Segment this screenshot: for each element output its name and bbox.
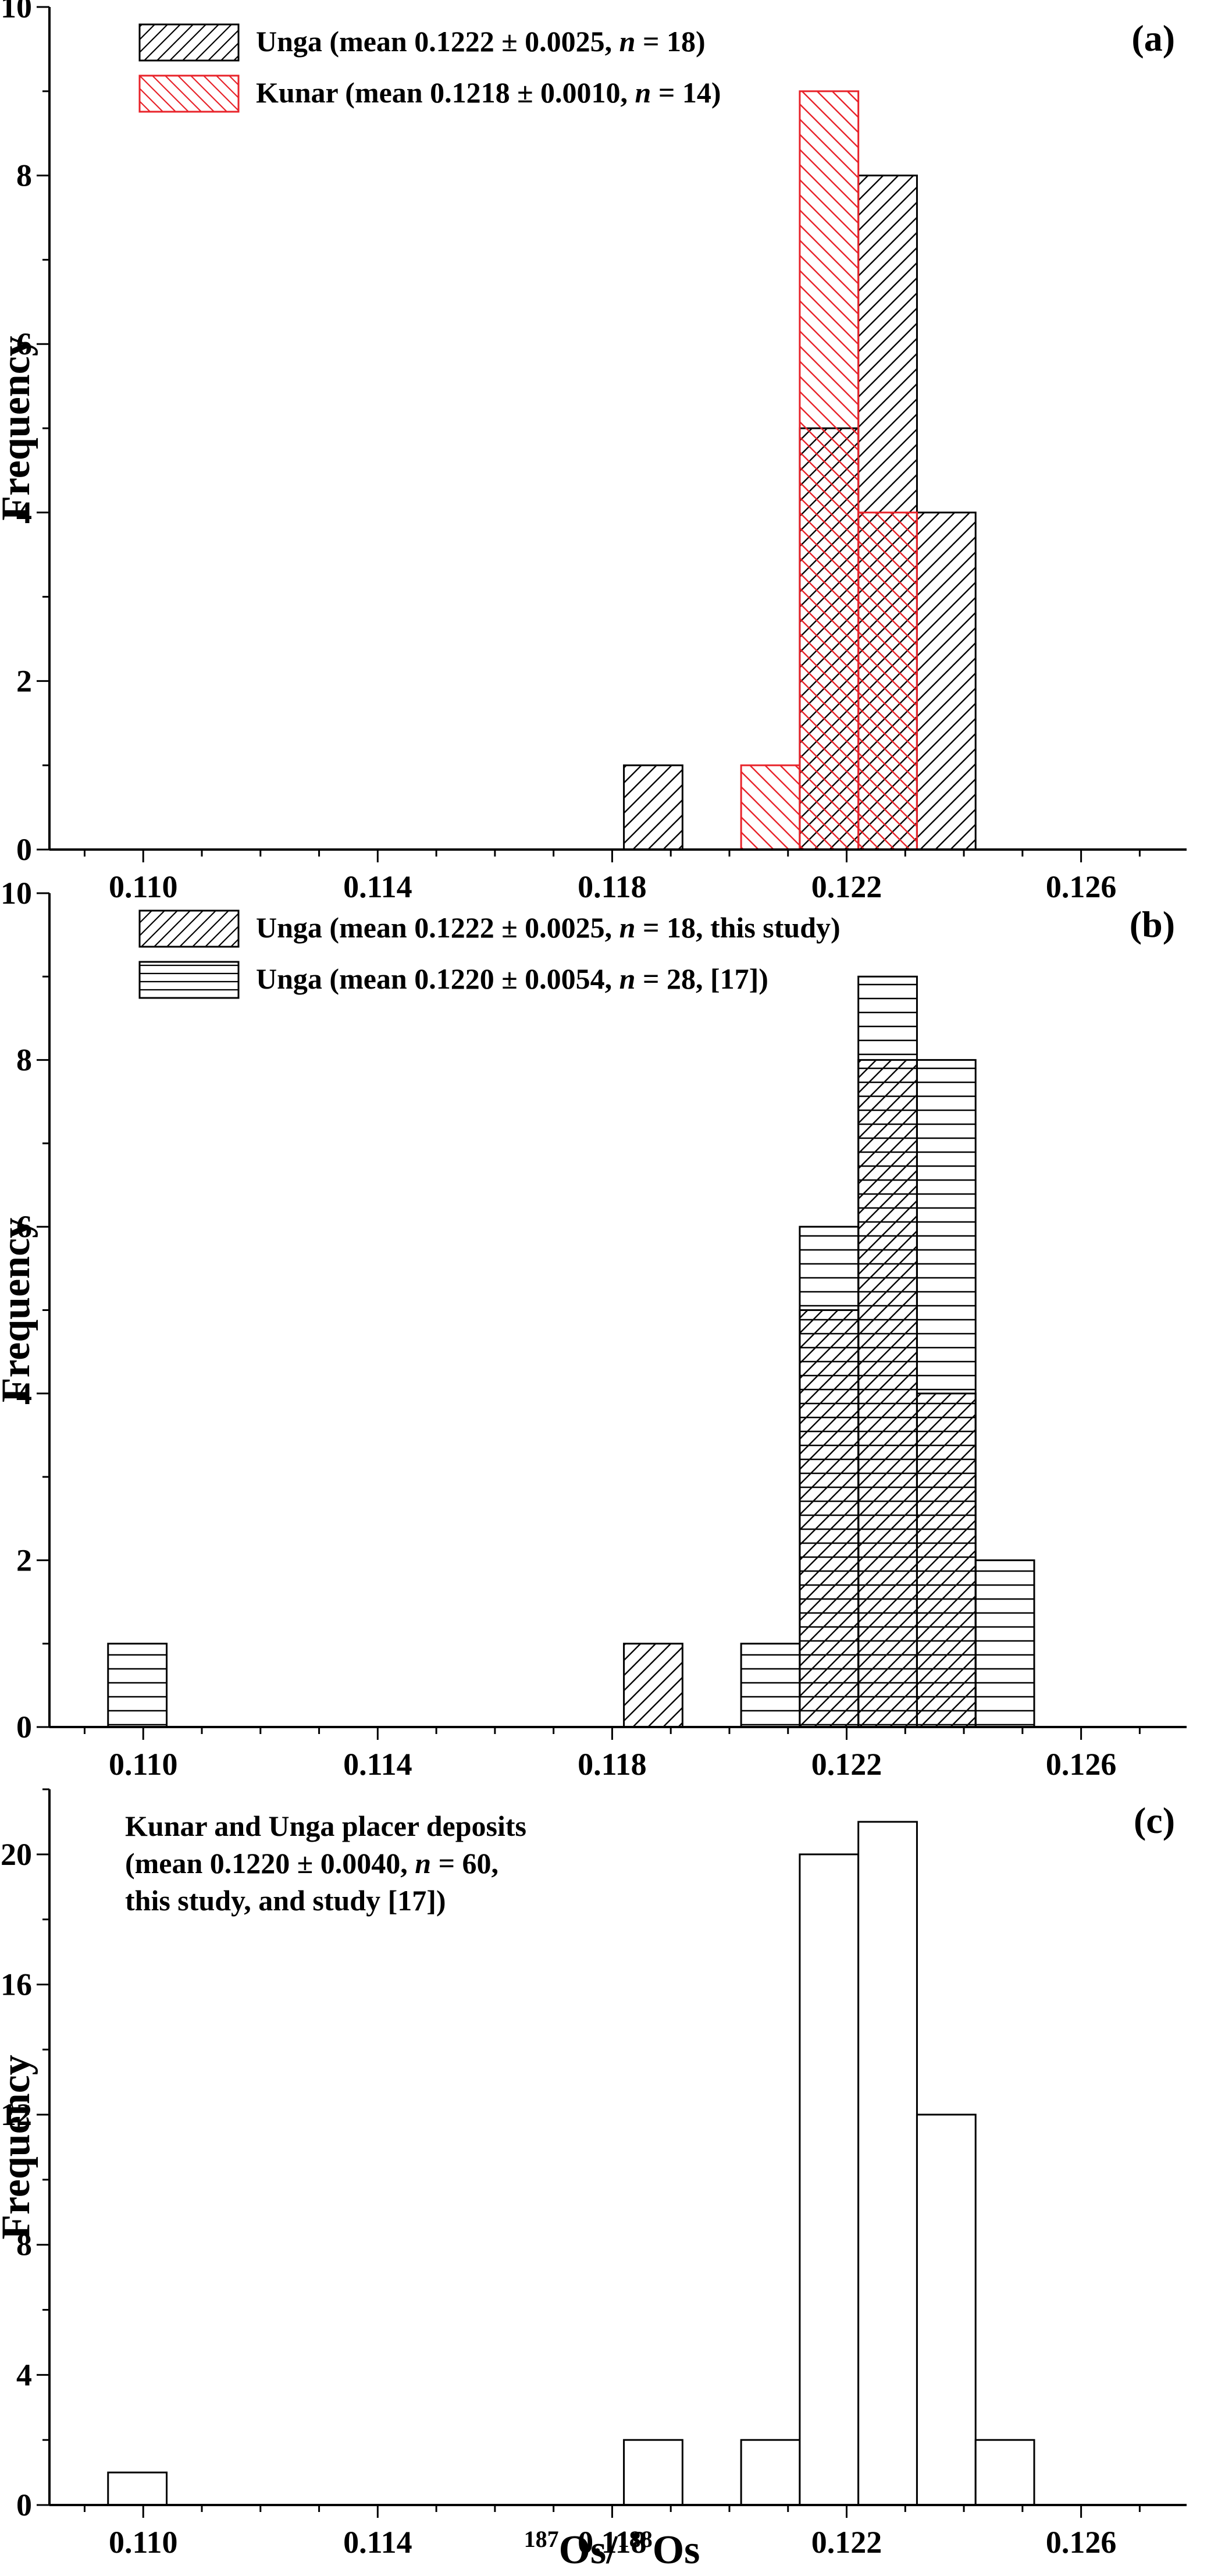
x-tick-label: 0.126	[1046, 2525, 1117, 2560]
histogram-bar	[107, 1643, 168, 1728]
x-tick-label: 0.122	[811, 1747, 882, 1782]
histogram-bar	[916, 2113, 977, 2506]
x-axis-title-mid: Os/	[559, 2528, 619, 2573]
histogram-bar	[857, 975, 918, 1728]
x-axis-title-sup2: 188	[618, 2526, 653, 2552]
x-tick-label: 0.114	[343, 2525, 412, 2560]
x-tick-label: 0.126	[1046, 869, 1117, 904]
histogram-bar	[623, 2439, 683, 2506]
histogram-bar	[916, 1059, 977, 1728]
y-axis-title: Frequency	[0, 336, 38, 521]
legend-entry: Unga (mean 0.1220 ± 0.0054, n = 28, [17]…	[256, 962, 768, 995]
y-tick-label: 10	[1, 876, 32, 911]
histogram-bar	[740, 764, 801, 851]
legend-prefix: Unga (mean 0.1222 ± 0.0025,	[256, 25, 619, 58]
x-tick-label: 0.114	[343, 1747, 412, 1782]
legend-entry: Kunar (mean 0.1218 ± 0.0010, n = 14)	[256, 76, 721, 109]
y-tick-label: 2	[16, 663, 32, 698]
histogram-bar	[799, 1853, 860, 2506]
y-axis-title: Frequency	[0, 2055, 38, 2240]
x-tick-label: 0.122	[811, 2525, 882, 2560]
legend-prefix: Unga (mean 0.1220 ± 0.0054,	[256, 962, 619, 995]
annotation-line: Kunar and Unga placer deposits	[125, 1810, 526, 1842]
histogram-bar	[974, 1559, 1035, 1728]
histogram-bar	[916, 511, 977, 851]
y-tick-label: 12	[1, 2097, 32, 2132]
legend-entry: Unga (mean 0.1222 ± 0.0025, n = 18, this…	[256, 911, 841, 944]
x-axis-title-sup1: 187	[524, 2526, 559, 2552]
histogram-bar	[857, 1821, 918, 2506]
legend-n: n	[635, 76, 651, 109]
y-tick-label: 8	[16, 2227, 32, 2262]
panel-label: (b)	[1130, 904, 1175, 945]
panel-b: 0.110 0.114 0.118 0.122 0.126 0 2 4 6 8 10 Frequenc…	[0, 876, 1187, 1782]
x-tick-label: 0.122	[811, 869, 882, 904]
histogram-bar	[799, 1225, 860, 1728]
y-tick-label: 0	[16, 1710, 32, 1744]
x-tick-label: 0.118	[578, 2525, 647, 2560]
x-tick-label: 0.126	[1046, 1747, 1117, 1782]
y-tick-label: 4	[16, 1376, 32, 1411]
annotation-suffix: = 60,	[431, 1847, 498, 1879]
y-tick-label: 6	[16, 326, 32, 361]
panel-c: 0.110 0.114 0.118 0.122 0.126 0 4 8 12 16 20 Freque…	[0, 1788, 1187, 2560]
x-tick-label: 0.118	[578, 1747, 647, 1782]
y-tick-label: 16	[1, 1967, 32, 2002]
annotation-n: n	[415, 1847, 431, 1879]
x-axis-title: 187Os/188Os	[524, 2526, 700, 2573]
x-tick-label: 0.114	[343, 869, 412, 904]
histogram-bar	[799, 90, 860, 851]
y-tick-label: 2	[16, 1543, 32, 1577]
legend-prefix: Unga (mean 0.1222 ± 0.0025,	[256, 911, 619, 944]
y-tick-label: 0	[16, 2488, 32, 2522]
legend-n: n	[619, 911, 636, 944]
annotation-prefix: (mean 0.1220 ± 0.0040,	[125, 1847, 415, 1879]
legend-prefix: Kunar (mean 0.1218 ± 0.0010,	[256, 76, 635, 109]
panel-label: (a)	[1131, 17, 1175, 59]
y-tick-label: 6	[16, 1209, 32, 1244]
legend-swatch	[138, 909, 240, 948]
y-tick-label: 10	[1, 0, 32, 24]
x-tick-label: 0.118	[578, 869, 647, 904]
x-tick-label: 0.110	[109, 869, 178, 904]
panel-a: 0.110 0.114 0.118 0.122 0.126 0 2 4 6 8 10 Frequenc…	[0, 0, 1187, 904]
histogram-bar	[857, 511, 918, 851]
histogram-bar	[974, 2439, 1035, 2506]
legend-swatch	[138, 23, 240, 62]
histogram-bar	[623, 764, 683, 851]
legend-entry: Unga (mean 0.1222 ± 0.0025, n = 18)	[256, 25, 706, 58]
annotation-line: this study, and study [17])	[125, 1884, 446, 1917]
x-tick-label: 0.110	[109, 2525, 178, 2560]
y-tick-label: 0	[16, 832, 32, 867]
legend-n: n	[619, 962, 636, 995]
legend-swatch	[138, 961, 240, 999]
legend-n: n	[619, 25, 636, 58]
legend-suffix: = 14)	[651, 76, 721, 109]
histogram-bar	[623, 1643, 683, 1728]
y-tick-label: 4	[16, 495, 32, 530]
panel-label: (c)	[1134, 1800, 1175, 1841]
x-tick-label: 0.110	[109, 1747, 178, 1782]
y-tick-label: 20	[1, 1837, 32, 1872]
legend-swatch	[138, 74, 240, 113]
legend-suffix: = 28, [17])	[635, 962, 768, 995]
histogram-bar	[107, 2471, 168, 2506]
y-tick-label: 8	[16, 1043, 32, 1078]
histogram-bar	[740, 1643, 801, 1728]
legend-suffix: = 18, this study)	[635, 911, 840, 944]
y-tick-label: 4	[16, 2357, 32, 2392]
legend-suffix: = 18)	[635, 25, 705, 58]
histogram-bar	[740, 2439, 801, 2506]
annotation-line: (mean 0.1220 ± 0.0040, n = 60,	[125, 1847, 498, 1879]
y-tick-label: 8	[16, 158, 32, 193]
y-axis-title: Frequency	[0, 1218, 38, 1403]
x-axis-title-end: Os	[653, 2528, 700, 2573]
